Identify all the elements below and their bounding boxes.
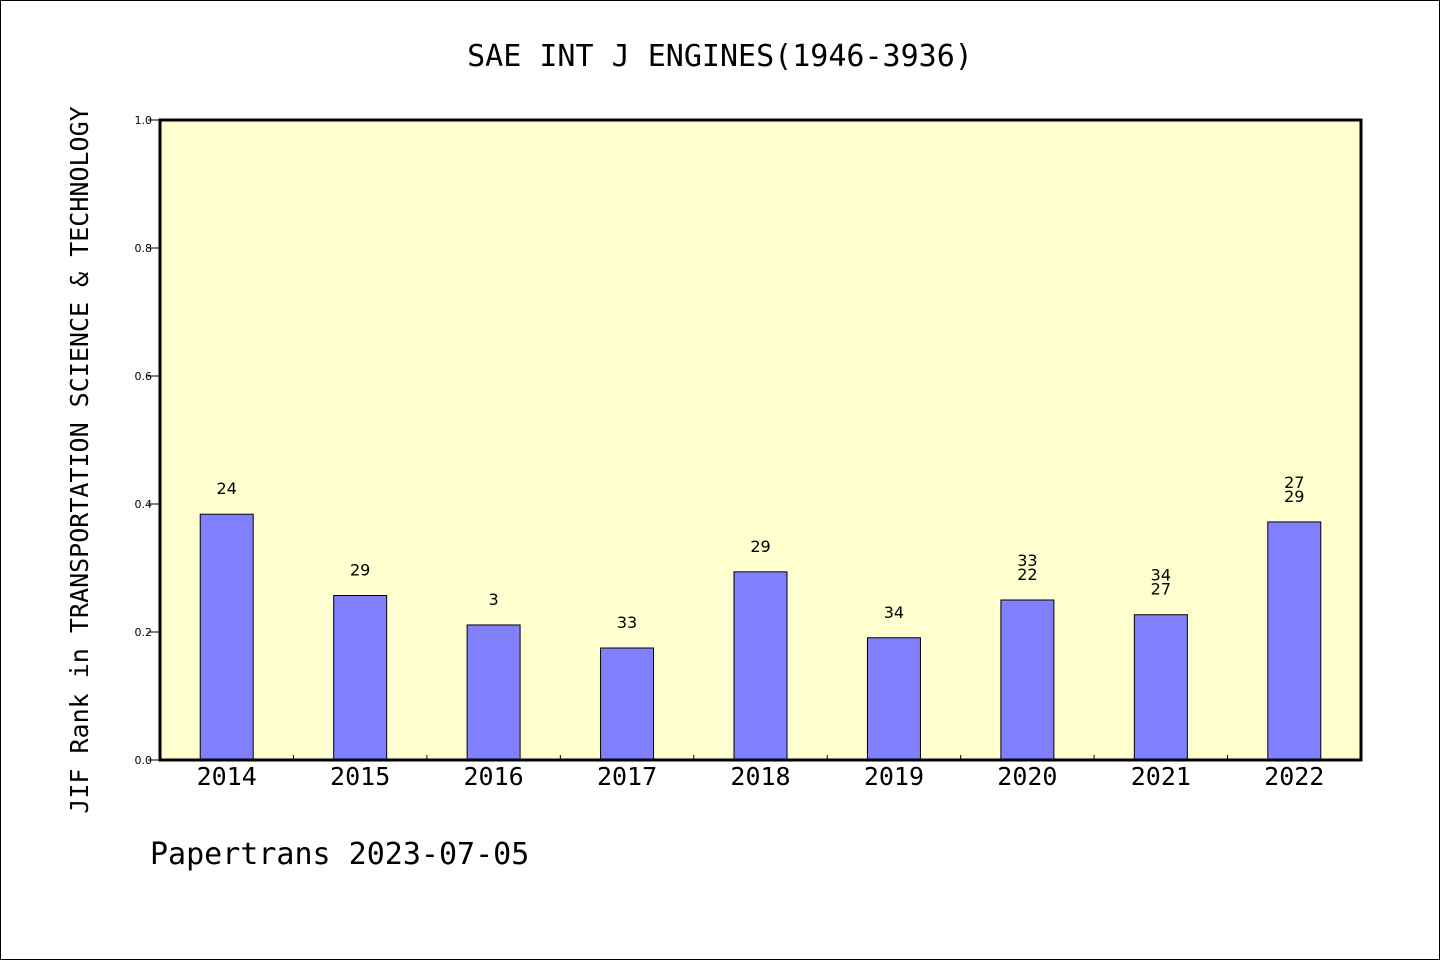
y-tick-label: 0.2 bbox=[135, 626, 153, 639]
bar-value-label-2014: 24 bbox=[217, 479, 237, 498]
bar-value-label-2017: 33 bbox=[617, 613, 637, 632]
bar-value-label-2016: 3 bbox=[489, 590, 499, 609]
bars-layer bbox=[199, 513, 1322, 761]
x-tick-label: 2014 bbox=[197, 762, 257, 791]
y-axis-label: JIF Rank in TRANSPORTATION SCIENCE & TEC… bbox=[65, 106, 94, 813]
bar-value-label-2021: 34 bbox=[1151, 566, 1171, 585]
bar-value-label-2020: 22 bbox=[1017, 565, 1037, 584]
bar-2018 bbox=[733, 571, 788, 761]
bar-value-label-2019: 34 bbox=[884, 603, 904, 622]
x-axis: 2014 2015 2016 2017 2018 2019 2020 2021 2022 bbox=[197, 755, 1324, 791]
y-tick-label: 0.8 bbox=[135, 242, 153, 255]
y-tick-label: 1.0 bbox=[135, 114, 153, 127]
x-tick-label: 2017 bbox=[597, 762, 657, 791]
bar-value-label-2022: 29 bbox=[1284, 487, 1304, 506]
x-tick-label: 2015 bbox=[330, 762, 390, 791]
bar-2019 bbox=[866, 637, 921, 761]
bar-value-label-2018: 29 bbox=[750, 537, 770, 556]
x-tick-label: 2016 bbox=[464, 762, 524, 791]
bar-2021 bbox=[1133, 614, 1188, 761]
x-tick-label: 2022 bbox=[1264, 762, 1324, 791]
y-axis: 0.0 0.2 0.4 0.6 0.8 1.0 bbox=[135, 114, 160, 767]
x-tick-label: 2018 bbox=[730, 762, 790, 791]
bar-value-label-2020: 33 bbox=[1017, 551, 1037, 570]
bar-2022 bbox=[1267, 521, 1322, 761]
bar-2016 bbox=[466, 624, 521, 761]
bar-2015 bbox=[333, 595, 388, 761]
plot-border bbox=[158, 118, 1363, 762]
bar-2017 bbox=[600, 647, 655, 761]
x-tick-label: 2020 bbox=[997, 762, 1057, 791]
bar-value-label-2022: 27 bbox=[1284, 473, 1304, 492]
bar-value-label-2015: 29 bbox=[350, 561, 370, 580]
footer-credit: Papertrans 2023-07-05 bbox=[150, 837, 529, 872]
chart-title: SAE INT J ENGINES(1946-3936) bbox=[467, 39, 973, 74]
y-tick-label: 0.6 bbox=[135, 370, 153, 383]
bar-value-label-2021: 27 bbox=[1151, 580, 1171, 599]
bar-2020 bbox=[1000, 599, 1055, 761]
bar-2014 bbox=[199, 513, 254, 761]
x-tick-label: 2019 bbox=[864, 762, 924, 791]
y-tick-label: 0.4 bbox=[135, 498, 153, 511]
y-tick-label: 0.0 bbox=[135, 754, 153, 767]
x-tick-label: 2021 bbox=[1131, 762, 1191, 791]
